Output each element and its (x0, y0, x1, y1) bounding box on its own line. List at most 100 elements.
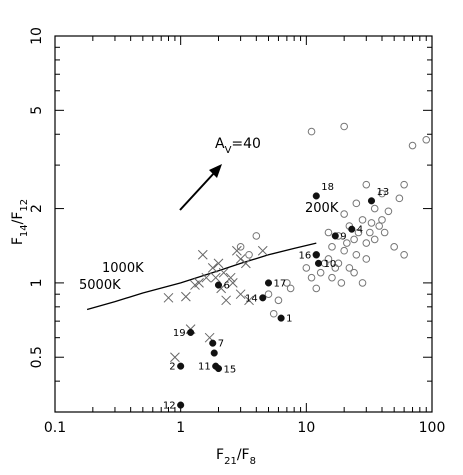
point-label: 12 (163, 401, 176, 412)
model-curve (86, 242, 317, 311)
filled-circle-point (214, 281, 223, 289)
cross-stroke (216, 283, 227, 294)
cross-point (221, 295, 231, 306)
cross-stroke (225, 272, 236, 283)
open-circle-point (252, 232, 261, 240)
point-label: 16 (299, 250, 312, 261)
open-circle-point (343, 239, 351, 247)
cross-point (232, 245, 242, 256)
cross-point (213, 258, 224, 269)
point-label: 17 (274, 278, 287, 289)
cross-stroke (235, 254, 246, 264)
cross-stroke (257, 245, 268, 256)
cross-stroke (240, 258, 251, 269)
cross-stroke (170, 352, 180, 363)
filled-circle-point (314, 259, 323, 267)
filled-circle-point (210, 349, 218, 357)
filled-circle-point (259, 294, 267, 302)
point-label: 13 (376, 187, 389, 198)
cross-stroke (235, 289, 246, 300)
open-circle-point (390, 243, 398, 251)
cross-stroke (244, 295, 254, 306)
cross-stroke (181, 291, 191, 302)
open-circle-point (316, 268, 325, 277)
open-circle-point (340, 210, 348, 218)
cross-point (218, 267, 229, 278)
open-circle-point (340, 122, 348, 131)
open-circle-point (245, 250, 253, 259)
y-tick-label: 5 (29, 106, 45, 115)
open-circle-point (400, 180, 408, 189)
point-label: 9 (340, 231, 346, 242)
open-circle-point (328, 273, 336, 282)
cross-stroke (163, 292, 174, 303)
open-circle-point (350, 268, 358, 277)
open-circle-point (286, 284, 295, 293)
open-circle-point (328, 243, 336, 251)
cross-point (210, 272, 221, 283)
open-circle-point (408, 141, 417, 150)
y-tick-label: 2 (29, 204, 45, 213)
curve-label-5000k: 5000K (79, 278, 121, 293)
cross-stroke (210, 272, 221, 283)
filled-circle-point (312, 251, 320, 259)
open-circle-point (274, 296, 283, 305)
open-circle-point (302, 264, 311, 272)
cross-point (201, 272, 212, 283)
data-points: 18 13 49 16 10 6 17 14 1 19 7 2 11 15 12 (163, 122, 431, 412)
cross-stroke (197, 249, 208, 260)
model-curve-line (86, 242, 317, 311)
cross-point (197, 249, 208, 260)
open-circle-point (370, 235, 379, 244)
point-label: 7 (218, 339, 224, 350)
cross-point (181, 291, 191, 302)
x-tick-label: 100 (419, 420, 446, 436)
point-label: 6 (223, 281, 229, 292)
cross-stroke (232, 245, 242, 256)
open-circle-point (358, 279, 367, 287)
extinction-arrow-head (209, 164, 222, 178)
open-circle-point (362, 180, 371, 189)
open-circle-point (362, 255, 371, 263)
cross-stroke (213, 258, 224, 269)
cross-stroke (204, 332, 215, 343)
open-circle-point (350, 235, 358, 244)
cross-point (227, 278, 238, 288)
open-circle-point (400, 250, 408, 259)
cross-point (207, 263, 218, 273)
open-circle-point (340, 246, 348, 255)
open-circle-point (352, 250, 361, 259)
cross-point (235, 254, 246, 264)
open-circle-point (378, 216, 386, 224)
open-circle-point (378, 189, 386, 198)
open-circle-point (236, 243, 245, 251)
filled-circle-point (177, 362, 185, 370)
filled-circle-point (187, 328, 195, 336)
filled-circle-point (367, 197, 376, 205)
cross-stroke (207, 263, 218, 273)
point-label: 18 (321, 182, 334, 193)
open-circle-point (362, 239, 371, 247)
open-circle-point (395, 194, 404, 203)
open-circle-point (312, 284, 321, 293)
point-label: 15 (223, 365, 236, 376)
open-circle-point (422, 135, 431, 144)
filled-circle-point (277, 314, 285, 322)
point-label: 11 (198, 362, 211, 373)
curve-label-1000k: 1000K (102, 261, 144, 276)
extinction-label: AV=40 (215, 136, 261, 156)
open-circle-point (264, 290, 273, 298)
x-tick-label: 0.1 (44, 420, 66, 436)
cross-point (257, 245, 268, 256)
open-circle-point (358, 216, 367, 224)
x-tick-label: 10 (297, 420, 315, 436)
open-circle-point (354, 228, 363, 237)
open-circle-point (337, 279, 346, 287)
filled-circle-point (209, 339, 217, 347)
filled-circle-point (348, 225, 356, 233)
open-circle-point (269, 309, 278, 318)
y-tick-label: 0.5 (29, 346, 45, 368)
open-circle-point (345, 264, 354, 272)
